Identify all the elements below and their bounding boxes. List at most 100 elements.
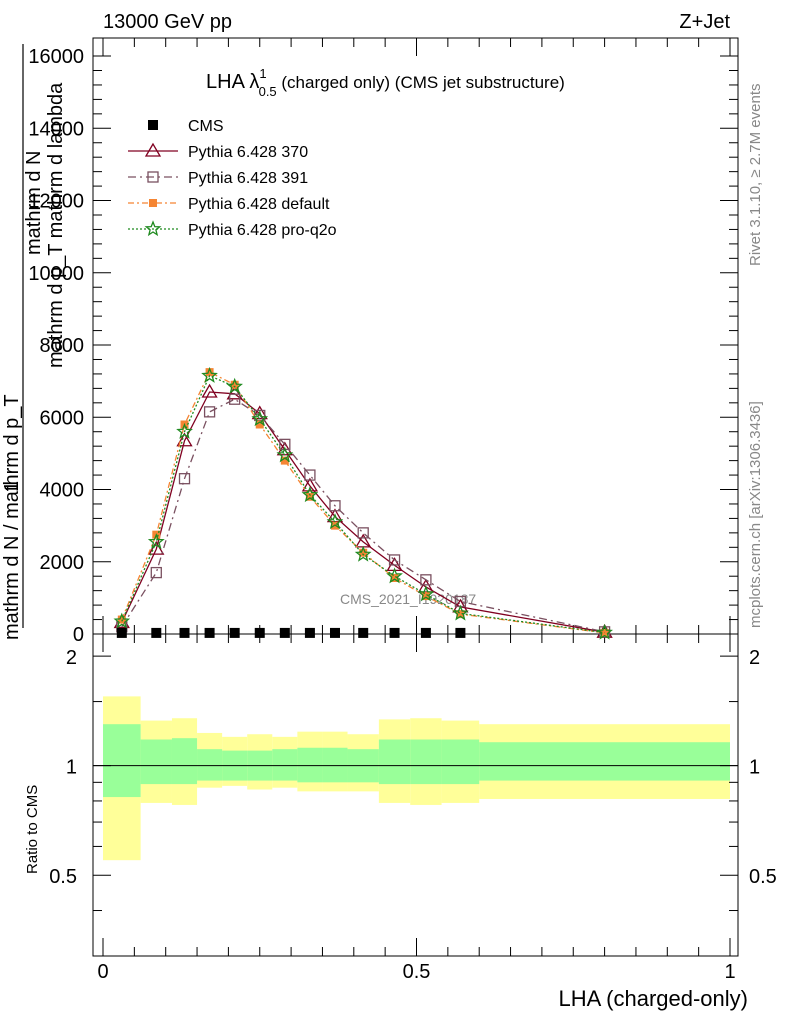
main-y-tick-label: 2000 [40, 552, 85, 574]
ratio-band-inner [171, 738, 198, 785]
x-axis: 0 0.5 1 [97, 38, 736, 983]
data-point-0 [116, 627, 127, 638]
ratio-band-inner [272, 749, 298, 781]
plot-title: LHA λ1 0.5 (charged only) (CMS jet substr… [206, 66, 565, 99]
main-y-tick-label: 6000 [40, 407, 85, 429]
main-y-tick-label: 14000 [28, 118, 84, 140]
legend-marker [148, 120, 158, 130]
main-y-tick-label: 10000 [28, 263, 84, 285]
data-point-4 [251, 410, 269, 427]
main-y-tick-label: 8000 [40, 335, 85, 357]
legend: CMS Pythia 6.428 370 Pythia 6.428 391 Pythi… [128, 118, 337, 239]
x-tick-label: 1 [724, 961, 735, 983]
ratio-y-tick-label-right: 0.5 [749, 866, 777, 888]
data-point-3 [305, 492, 314, 501]
ratio-y-tick-label: 1 [66, 757, 77, 779]
data-point-4 [176, 422, 193, 439]
ratio-plot-frame [92, 633, 739, 957]
data-point-1 [148, 540, 165, 555]
data-point-0 [151, 627, 162, 638]
data-point-2 [304, 469, 316, 481]
data-point-2 [388, 554, 401, 566]
main-y-tick-label: 4000 [40, 480, 85, 502]
ratio-band-inner [410, 739, 442, 785]
data-point-3 [600, 628, 609, 637]
series-line-2 [121, 398, 605, 633]
series-layer [113, 366, 613, 640]
data-point-1 [417, 578, 435, 593]
data-point-0 [329, 627, 340, 638]
x-tick-label: 0 [97, 961, 108, 983]
main-y-tick-label: 0 [73, 624, 84, 646]
data-point-3 [390, 574, 399, 583]
data-point-0 [279, 627, 290, 638]
data-point-2 [229, 393, 241, 405]
data-point-4 [596, 623, 613, 640]
header-right: Z+Jet [679, 11, 730, 33]
data-point-0 [358, 627, 369, 638]
y-label-numerator: mathrm d N / mathrm d p_T [1, 394, 23, 640]
y-label-fraction-one: 1 [1, 481, 23, 492]
data-point-0 [389, 627, 400, 638]
data-point-4 [113, 612, 131, 629]
data-point-2 [329, 500, 341, 512]
data-point-3 [205, 368, 214, 377]
data-point-0 [229, 627, 240, 638]
data-point-2 [357, 527, 369, 539]
ratio-band-inner [479, 742, 730, 781]
x-tick-label: 0.5 [403, 961, 431, 983]
data-point-1 [176, 432, 193, 447]
y-label-line1: mathrm d N [23, 151, 45, 255]
ratio-band-inner [103, 724, 141, 798]
ratio-band-inner [441, 739, 480, 785]
header-left: 13000 GeV pp [103, 11, 232, 33]
data-point-4 [386, 567, 403, 584]
data-point-1 [226, 385, 243, 400]
data-point-4 [326, 513, 344, 530]
data-point-3 [280, 456, 289, 465]
data-point-2 [203, 406, 216, 418]
data-point-2 [150, 566, 162, 579]
data-point-2 [420, 574, 432, 586]
data-point-4 [147, 533, 165, 550]
data-point-2 [178, 473, 191, 485]
ratio-y-tick-label-right: 2 [749, 647, 760, 669]
legend-label: Pythia 6.428 391 [188, 170, 308, 187]
data-point-3 [117, 615, 126, 624]
main-y-axis: 0 2000 4000 6000 8000 10000 12000 14000 16000 [28, 46, 738, 646]
data-point-4 [417, 585, 435, 602]
data-point-4 [354, 545, 372, 562]
ratio-band-inner [378, 739, 411, 785]
legend-label: Pythia 6.428 pro-q2o [188, 222, 337, 239]
data-point-3 [230, 380, 239, 389]
data-point-1 [201, 383, 218, 398]
series-line-4 [121, 374, 605, 634]
y-label-line2: mathrm d p_T mathrm d lambda [45, 82, 67, 368]
ratio-band-inner [140, 739, 172, 785]
legend-marker [149, 199, 157, 207]
data-point-3 [359, 548, 368, 557]
ratio-y-tick-label-right: 1 [749, 757, 760, 779]
data-point-0 [254, 627, 265, 638]
rivet-label: Rivet 3.1.10, ≥ 2.7M events [747, 84, 764, 267]
data-point-0 [179, 627, 190, 638]
data-point-4 [301, 486, 319, 503]
main-y-label: mathrm d N / mathrm d p_T 1 mathrm d N m… [1, 44, 67, 640]
legend-marker [144, 142, 162, 157]
data-point-0 [304, 627, 315, 638]
mcplots-label: mcplots.cern.ch [arXiv:1306.3436] [747, 401, 764, 628]
data-point-1 [301, 477, 319, 492]
ratio-y-axis: 0.5 0.5 1 1 2 2 [49, 647, 777, 912]
main-y-tick-label: 12000 [28, 191, 84, 213]
data-point-0 [455, 627, 466, 638]
legend-label: Pythia 6.428 370 [188, 144, 308, 161]
legend-label: CMS [188, 118, 224, 135]
x-axis-label: LHA (charged-only) [558, 986, 748, 1011]
data-point-4 [201, 366, 218, 383]
ratio-band-inner [322, 747, 348, 783]
data-point-3 [421, 592, 430, 601]
legend-marker [147, 171, 159, 183]
legend-marker [144, 220, 162, 237]
ratio-y-tick-label: 0.5 [49, 866, 77, 888]
